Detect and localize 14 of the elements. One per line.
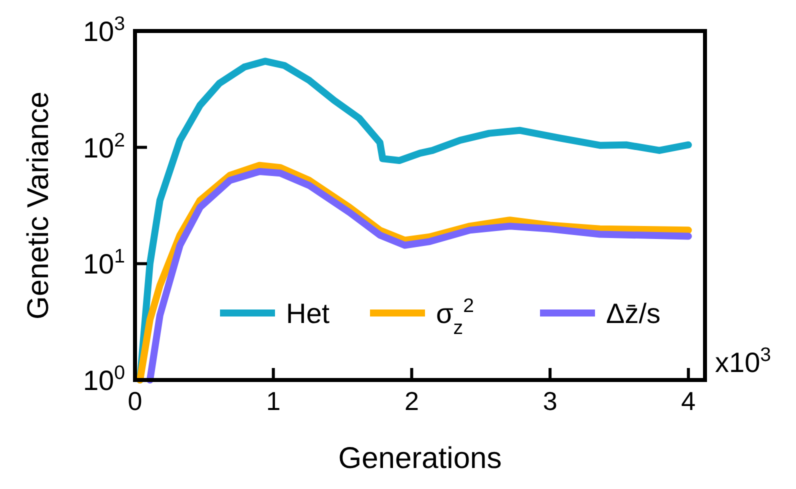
x-tick-label: 1 [266,386,281,416]
y-axis-title: Genetic Variance [22,92,55,320]
y-tick-label: 10$^{3}$ [82,13,126,47]
y-tick-label: 10$^{2}$ [82,129,125,164]
x-tick-label: 3 [542,386,558,416]
x-tick-label: 2 [404,386,419,416]
y-tick-label: 10$^{0}$ [82,362,126,396]
legend-label: Δz̄/s [606,298,660,329]
x-tick-label: 4 [681,386,696,416]
y-tick-label: 10$^{1}$ [82,246,125,280]
text: x10$^{3}$ [715,344,772,378]
x-tick-label: 0 [128,386,142,416]
x-axis-title: Generations [338,442,502,475]
legend-label: Het [286,298,330,329]
